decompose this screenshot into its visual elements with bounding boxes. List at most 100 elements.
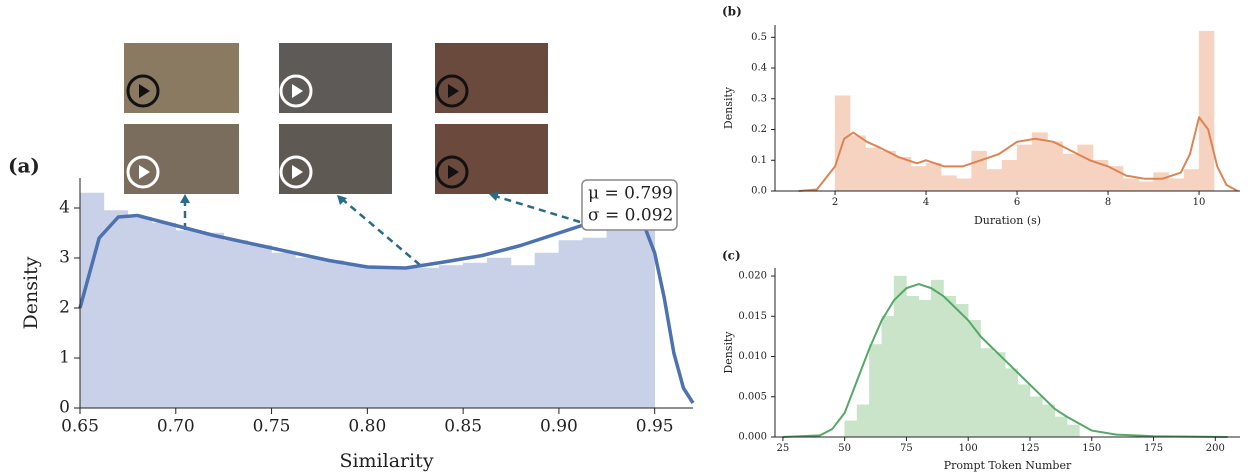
- chart-title: (a): [8, 154, 40, 178]
- histogram-bar: [1062, 153, 1078, 192]
- histogram-bar: [881, 316, 895, 438]
- y-tick-label: 0.0: [751, 186, 767, 197]
- arrow-heads: [180, 192, 499, 205]
- y-tick-label: 0.005: [738, 391, 767, 402]
- y-axis-label: Density: [722, 86, 735, 129]
- play-icons: [126, 74, 469, 189]
- x-tick-label: 125: [1020, 443, 1039, 454]
- histogram-bar: [918, 299, 932, 438]
- y-tick-label: 2: [59, 298, 70, 318]
- y-tick-label: 0.020: [738, 271, 767, 282]
- x-tick-label: 75: [900, 443, 913, 454]
- x-tick-label: 4: [923, 197, 929, 208]
- histogram-bar: [1198, 30, 1215, 192]
- histogram-bar: [151, 222, 177, 409]
- y-tick-label: 0: [59, 398, 70, 418]
- histogram-bar: [1183, 169, 1200, 192]
- histogram-bar: [1077, 144, 1094, 192]
- histogram-bar: [956, 178, 972, 192]
- histogram-bar: [103, 210, 129, 409]
- kde-line: [782, 283, 1228, 438]
- histogram-bar: [906, 295, 920, 438]
- annotation-mean: μ = 0.799: [588, 184, 673, 204]
- histogram-bar: [955, 303, 969, 438]
- histogram-bar: [880, 150, 896, 192]
- histogram-bar: [1066, 424, 1080, 438]
- y-tick-label: 0.5: [751, 32, 767, 43]
- histogram-bar: [1005, 368, 1018, 438]
- histogram-bar: [175, 230, 200, 409]
- video-thumbnail: [435, 124, 548, 194]
- x-tick-label: 0.75: [253, 416, 291, 436]
- play-triangles: [139, 84, 459, 179]
- x-tick-label: 200: [1206, 443, 1225, 454]
- x-axis-label: Similarity: [339, 450, 433, 472]
- histogram-bar: [582, 237, 608, 409]
- histogram-bar: [844, 420, 858, 438]
- x-tick-label: 25: [777, 443, 790, 454]
- annotation-std: σ = 0.092: [588, 206, 673, 226]
- histogram-bar: [893, 275, 907, 438]
- x-tick-label: 0.65: [61, 416, 99, 436]
- x-tick-label: 0.70: [157, 416, 195, 436]
- y-axis-label: Density: [20, 256, 42, 329]
- x-tick-label: 0.80: [348, 416, 386, 436]
- histogram-bar: [271, 252, 296, 409]
- thumbnails: [124, 43, 548, 194]
- histogram-bar: [1138, 181, 1154, 192]
- histogram-bar: [486, 257, 512, 409]
- histogram-bar: [1001, 160, 1018, 192]
- y-tick-label: 0.015: [738, 311, 767, 322]
- histogram-bar: [943, 295, 957, 438]
- y-axis-label: Density: [722, 331, 735, 374]
- x-tick-label: 100: [959, 443, 978, 454]
- histogram-bar: [1047, 141, 1063, 192]
- histogram-bar: [319, 260, 344, 409]
- histogram-bar: [1122, 178, 1139, 192]
- video-thumbnail: [279, 43, 392, 113]
- video-thumbnail: [124, 43, 239, 113]
- y-tick-label: 0.000: [738, 432, 767, 443]
- y-tick-label: 0.3: [751, 93, 767, 104]
- histogram-bar: [1017, 384, 1031, 438]
- histogram-bar: [967, 320, 981, 438]
- histogram-bar: [367, 267, 392, 409]
- histogram-bar: [940, 175, 957, 192]
- x-axis-label: Duration (s): [974, 214, 1041, 227]
- annotation-box: [581, 179, 678, 231]
- x-tick-label: 175: [1144, 443, 1163, 454]
- kde-line: [78, 213, 695, 404]
- x-tick-label: 0.85: [444, 416, 482, 436]
- histogram-bar: [247, 245, 272, 409]
- histogram-bar: [856, 404, 870, 438]
- histogram-bar: [343, 265, 368, 409]
- histogram-bar: [534, 252, 560, 409]
- x-tick-label: 2: [832, 197, 838, 208]
- histogram-bar: [980, 348, 994, 438]
- histogram-bar: [295, 257, 320, 409]
- x-tick-label: 10: [1193, 197, 1206, 208]
- histogram-bar: [199, 232, 224, 409]
- x-tick-label: 0.90: [540, 416, 578, 436]
- histogram-bar: [1153, 172, 1169, 192]
- x-axis-label: Prompt Token Number: [944, 459, 1072, 472]
- histogram-bar: [462, 262, 488, 409]
- histogram-bar: [438, 265, 464, 409]
- arrows: [183, 194, 581, 266]
- histogram-bar: [1168, 178, 1185, 192]
- histogram-bar: [992, 352, 1006, 438]
- y-tick-label: 1: [59, 348, 70, 368]
- histogram-bar: [865, 147, 881, 192]
- histogram-bar: [127, 217, 153, 409]
- y-tick-label: 0.010: [738, 351, 767, 362]
- x-tick-label: 6: [1014, 197, 1020, 208]
- histogram-bar: [1029, 396, 1043, 438]
- y-tick-label: 0.2: [751, 124, 767, 135]
- chart-title: (b): [722, 5, 742, 19]
- histogram-bar: [930, 279, 944, 438]
- histogram-bar: [558, 240, 584, 409]
- histogram-bar: [510, 265, 536, 409]
- x-tick-label: 50: [838, 443, 851, 454]
- histogram-bar: [895, 156, 912, 192]
- histogram-bar: [1042, 404, 1055, 438]
